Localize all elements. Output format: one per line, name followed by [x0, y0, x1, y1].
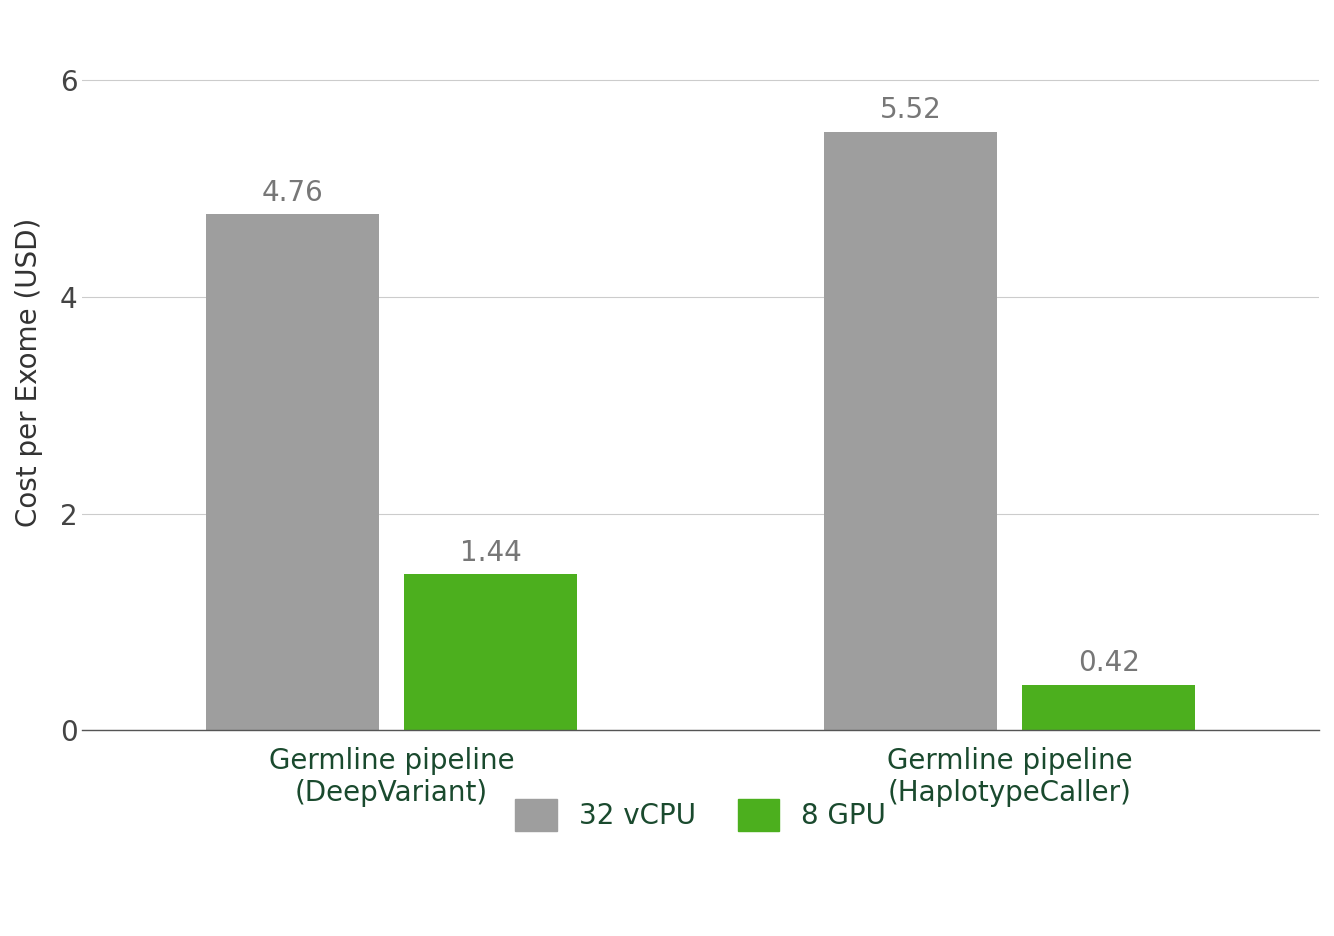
- Bar: [824, 132, 998, 730]
- Text: 4.76: 4.76: [261, 179, 323, 207]
- Bar: [1022, 685, 1195, 730]
- Legend: 32 vCPU, 8 GPU: 32 vCPU, 8 GPU: [502, 785, 900, 845]
- Text: 5.52: 5.52: [880, 96, 942, 124]
- Y-axis label: Cost per Exome (USD): Cost per Exome (USD): [15, 218, 43, 527]
- Text: 1.44: 1.44: [459, 538, 522, 566]
- Bar: [404, 574, 578, 730]
- Bar: [205, 214, 379, 730]
- Text: 0.42: 0.42: [1078, 650, 1139, 677]
